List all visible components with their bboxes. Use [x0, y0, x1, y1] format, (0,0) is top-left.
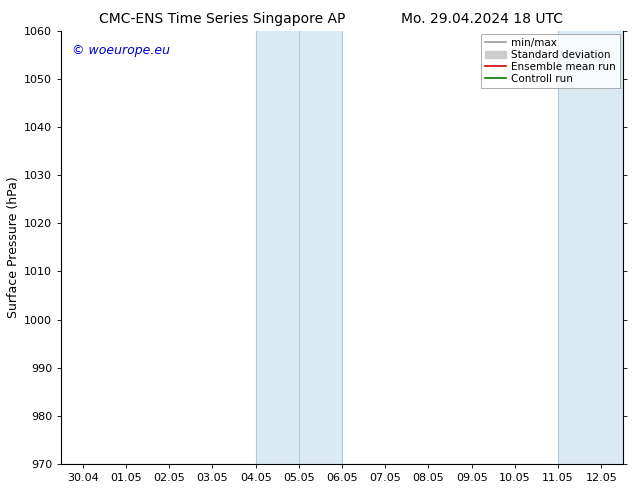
Text: Mo. 29.04.2024 18 UTC: Mo. 29.04.2024 18 UTC [401, 12, 563, 26]
Legend: min/max, Standard deviation, Ensemble mean run, Controll run: min/max, Standard deviation, Ensemble me… [481, 34, 620, 88]
Text: © woeurope.eu: © woeurope.eu [72, 44, 171, 56]
Y-axis label: Surface Pressure (hPa): Surface Pressure (hPa) [7, 176, 20, 318]
Bar [256, 30, 342, 464]
Bar [558, 30, 623, 464]
Text: CMC-ENS Time Series Singapore AP: CMC-ENS Time Series Singapore AP [99, 12, 345, 26]
